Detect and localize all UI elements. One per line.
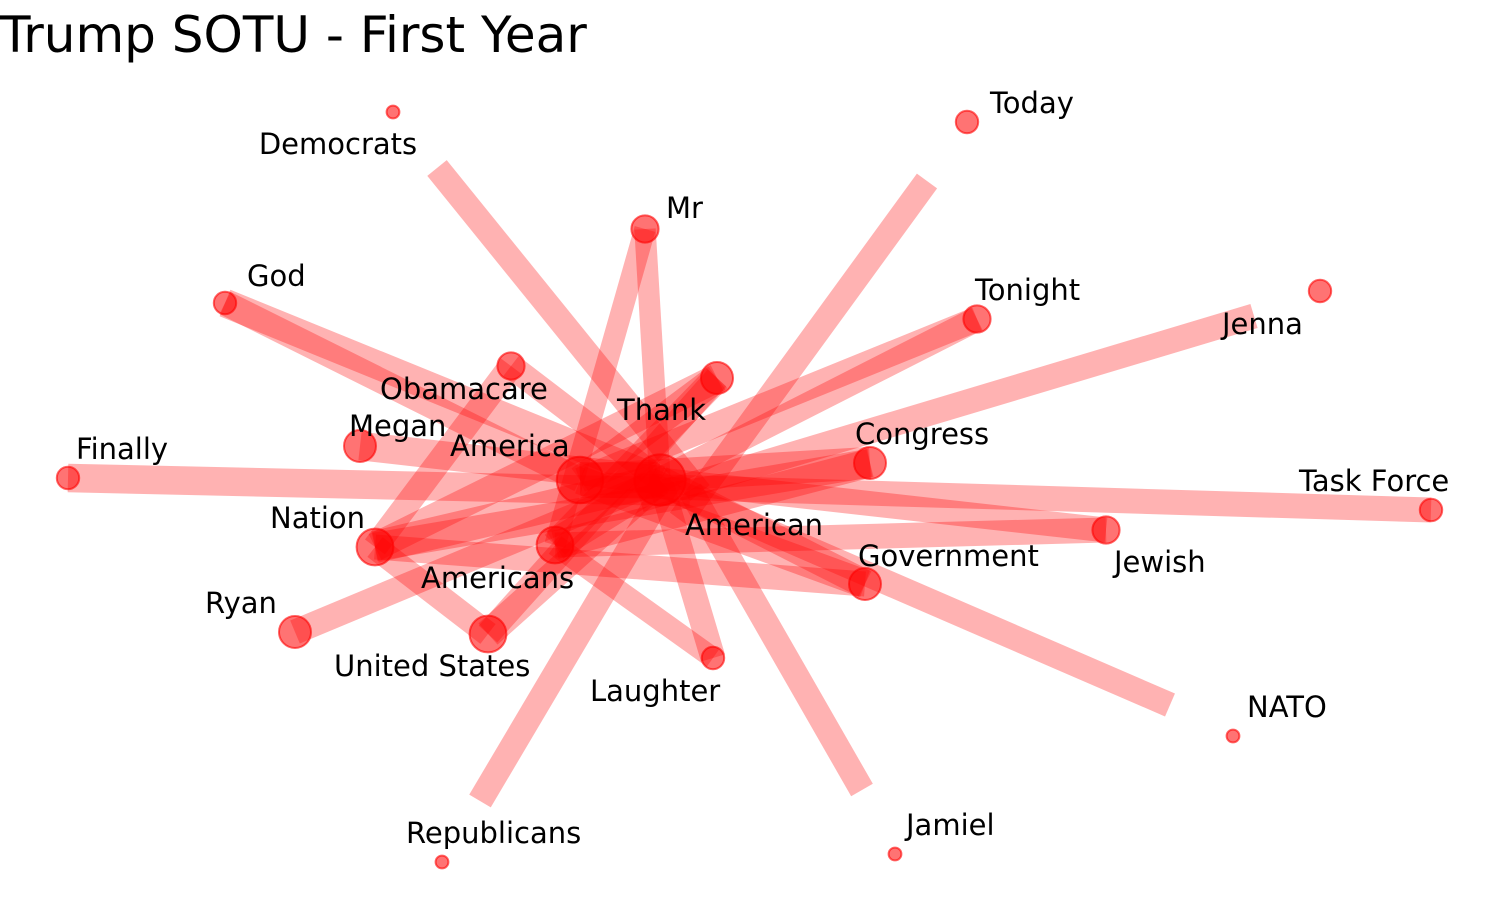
node-united-states[interactable] [468, 614, 508, 654]
node-label-mr: Mr [666, 191, 703, 225]
node-thank[interactable] [700, 361, 734, 395]
node-jenna[interactable] [1307, 278, 1333, 304]
node-label-ryan: Ryan [205, 586, 277, 620]
edge-congress-americans [551, 449, 874, 559]
edge-thank-nation [368, 365, 724, 560]
node-mr[interactable] [630, 214, 660, 244]
node-label-jenna: Jenna [1220, 307, 1303, 341]
edge-today-american [669, 173, 938, 528]
edge-laughter-american [648, 476, 725, 662]
edge-obamacare-nation [365, 358, 521, 555]
edge-thank-united-states [478, 369, 727, 643]
edge-government-american [653, 467, 872, 597]
node-republicans[interactable] [434, 854, 450, 870]
edge-thank-america [571, 366, 726, 492]
edge-jewish-american [658, 467, 1108, 543]
node-obamacare[interactable] [496, 351, 526, 381]
chart-title: Trump SOTU - First Year [0, 6, 587, 64]
node-god[interactable] [212, 290, 238, 316]
node-label-congress: Congress [855, 417, 989, 451]
edge-ryan-american [290, 468, 665, 644]
node-label-finally: Finally [76, 432, 168, 466]
edge-tonight-america [575, 307, 982, 492]
edge-united-states-american [478, 469, 670, 645]
node-laughter[interactable] [700, 645, 726, 671]
edge-america-congress [579, 446, 871, 497]
edge-god-america [219, 291, 586, 492]
node-label-americans: Americans [421, 561, 574, 595]
node-american[interactable] [633, 453, 687, 507]
edge-democrats-american [427, 160, 710, 501]
node-task-force[interactable] [1418, 497, 1444, 523]
edge-jenna-american [636, 304, 1258, 512]
node-finally[interactable] [55, 465, 81, 491]
node-label-laughter: Laughter [590, 674, 720, 708]
edge-jewish-americans [554, 517, 1107, 558]
node-label-republicans: Republicans [406, 816, 581, 850]
node-nato[interactable] [1225, 728, 1241, 744]
node-label-jamiel: Jamiel [904, 808, 995, 842]
edge-jamiel-america [679, 483, 873, 797]
edge-task-force-america [599, 472, 1432, 523]
edge-united-states-nation [367, 537, 496, 644]
edge-mr-american [634, 228, 671, 481]
node-megan[interactable] [343, 429, 377, 463]
edge-thank-americans [544, 368, 728, 555]
node-label-american: American [685, 508, 823, 542]
edge-america-government [575, 466, 870, 598]
edge-laughter-americans [548, 536, 720, 667]
node-label-america: America [450, 429, 570, 463]
node-democrats[interactable] [385, 104, 401, 120]
node-label-megan: Megan [349, 409, 446, 443]
label-layer: Democrats Today Mr God Tonight Jenna Obamacare… [76, 86, 1449, 850]
node-tonight[interactable] [962, 304, 992, 334]
node-label-obamacare: Obamacare [380, 372, 548, 406]
edge-nation-american [371, 464, 664, 563]
edge-god-american [219, 289, 666, 494]
node-today[interactable] [954, 109, 980, 135]
node-america[interactable] [555, 455, 605, 505]
node-label-democrats: Democrats [259, 127, 417, 161]
edge-megan-american [358, 431, 662, 495]
node-nation[interactable] [355, 527, 395, 567]
edge-congress-nation [372, 448, 873, 562]
node-layer [55, 104, 1444, 870]
node-label-government: Government [858, 539, 1039, 573]
node-americans[interactable] [535, 525, 575, 565]
edge-government-nation [374, 534, 866, 597]
edge-layer [67, 160, 1432, 808]
edge-obamacare-american [503, 356, 668, 490]
edge-republicans-american [469, 473, 681, 808]
node-congress[interactable] [853, 446, 887, 480]
node-label-united-states: United States [334, 649, 530, 683]
node-label-god: God [247, 259, 306, 293]
node-label-task-force: Task Force [1298, 464, 1449, 498]
node-jamiel[interactable] [887, 846, 903, 862]
node-label-jewish: Jewish [1112, 545, 1206, 579]
node-label-thank: Thank [616, 393, 706, 427]
node-ryan[interactable] [278, 615, 312, 649]
node-government[interactable] [848, 567, 882, 601]
edge-tonight-american [654, 307, 983, 492]
node-label-nato: NATO [1247, 690, 1327, 724]
node-jewish[interactable] [1091, 515, 1121, 545]
node-label-tonight: Tonight [974, 273, 1080, 307]
node-label-nation: Nation [270, 501, 365, 535]
edge-nato-american [645, 468, 1175, 717]
node-label-today: Today [989, 86, 1074, 120]
